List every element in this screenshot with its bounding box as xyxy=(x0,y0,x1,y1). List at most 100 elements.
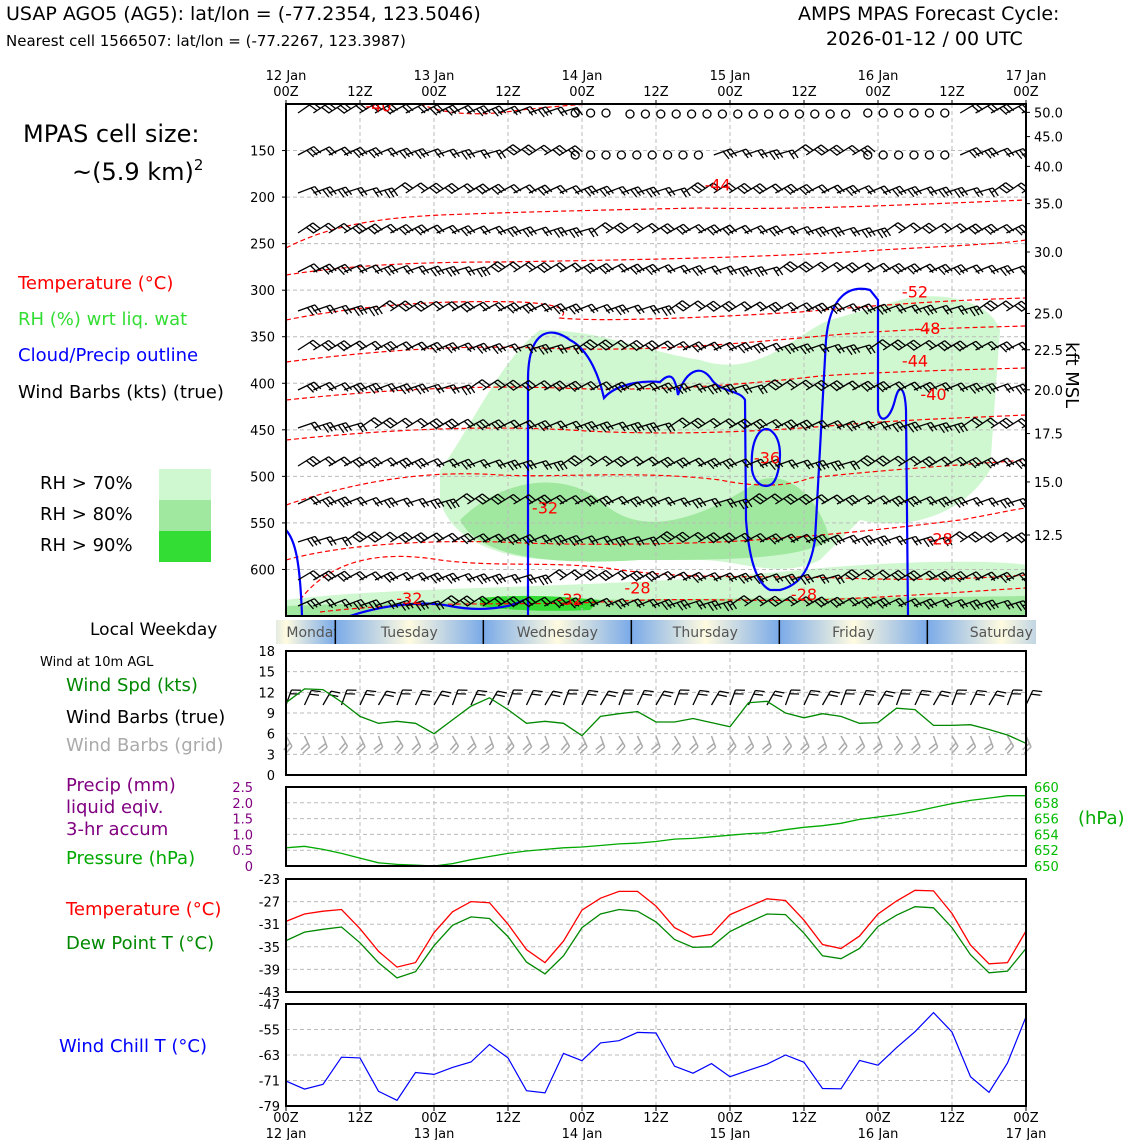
barb-feather xyxy=(664,384,672,393)
barb-staff xyxy=(559,380,576,391)
barb-staff xyxy=(882,421,901,429)
wind-barb xyxy=(544,690,563,706)
barb-staff xyxy=(759,183,776,194)
barb-staff xyxy=(805,494,822,505)
barb-feather xyxy=(805,493,814,502)
wind-barb xyxy=(574,185,599,197)
barb-feather xyxy=(460,151,468,160)
wind-barb xyxy=(528,184,553,196)
barb-feather xyxy=(401,419,410,427)
wind-barb xyxy=(544,144,568,157)
temperature-tick-label: -31 xyxy=(259,918,280,933)
barb-feather xyxy=(340,225,349,233)
barb-staff xyxy=(790,419,808,429)
barb-feather xyxy=(959,531,968,538)
height-tick-label: 20.0 xyxy=(1034,384,1063,399)
barb-feather xyxy=(729,745,737,754)
barb-feather xyxy=(722,386,730,395)
barb-staff xyxy=(836,344,855,351)
barb-feather xyxy=(653,536,661,546)
barb-staff xyxy=(359,456,376,467)
barb-feather xyxy=(756,226,765,235)
wind-barb xyxy=(913,381,938,394)
barb-feather xyxy=(353,307,360,317)
barb-feather xyxy=(928,339,937,348)
barb-feather xyxy=(636,222,645,230)
wind-barb xyxy=(913,339,937,351)
barb-feather xyxy=(663,533,672,541)
barb-feather xyxy=(452,342,460,351)
barb-feather xyxy=(726,149,734,159)
barb-feather xyxy=(789,693,800,695)
barb-feather xyxy=(953,344,961,352)
barb-feather xyxy=(915,304,922,313)
barb-feather xyxy=(556,536,565,545)
barb-staff xyxy=(882,262,900,273)
barb-feather xyxy=(951,745,959,754)
calm-wind-circle xyxy=(616,150,627,160)
barb-feather xyxy=(552,384,561,392)
wind-barb xyxy=(297,185,322,196)
barb-feather xyxy=(863,457,872,465)
barb-feather xyxy=(545,106,553,115)
barb-staff xyxy=(390,383,408,391)
barb-feather xyxy=(645,424,653,434)
calm-wind-circle xyxy=(585,108,596,118)
barb-feather xyxy=(583,498,592,507)
barb-staff xyxy=(852,455,868,467)
barb-staff xyxy=(559,494,576,505)
barb-staff xyxy=(944,422,963,429)
cloud-outline-left xyxy=(286,529,304,616)
barb-staff xyxy=(929,222,946,234)
wind-barb xyxy=(581,689,599,706)
wind-barb xyxy=(420,300,445,312)
barb-staff xyxy=(929,304,947,312)
barb-staff xyxy=(877,690,887,706)
barb-feather xyxy=(660,227,669,235)
barb-staff xyxy=(990,497,1009,505)
barb-staff xyxy=(651,456,669,467)
barb-feather xyxy=(444,422,453,430)
barb-staff xyxy=(528,460,547,467)
barb-feather xyxy=(706,461,715,470)
barb-feather xyxy=(741,343,749,352)
barb-staff xyxy=(605,222,622,234)
barb-feather xyxy=(521,148,530,156)
barb-staff xyxy=(682,223,700,234)
barb-staff xyxy=(1021,383,1026,391)
barb-staff xyxy=(574,380,592,391)
barb-feather xyxy=(618,187,626,196)
barb-feather xyxy=(817,146,826,154)
barb-feather xyxy=(837,534,845,543)
wind-barb xyxy=(913,186,938,197)
wind-barb xyxy=(775,493,799,505)
barb-feather xyxy=(771,597,780,605)
wind-barb xyxy=(633,735,644,754)
barb-staff xyxy=(405,497,424,505)
barb-feather xyxy=(983,742,993,751)
barb-feather xyxy=(420,417,429,426)
barb-staff xyxy=(618,735,626,747)
wind-barb xyxy=(713,300,737,313)
barb-feather xyxy=(645,574,653,583)
barb-staff xyxy=(497,183,515,194)
barb-staff xyxy=(528,144,545,156)
barb-staff xyxy=(1021,265,1026,273)
barb-feather xyxy=(466,742,475,751)
wind-barb xyxy=(932,690,951,706)
barb-feather xyxy=(444,187,453,195)
barb-staff xyxy=(898,421,916,429)
barb-feather xyxy=(341,265,349,274)
calm-wind-circle xyxy=(601,108,611,118)
barb-staff xyxy=(1006,457,1023,467)
barb-feather xyxy=(630,189,638,198)
barb-feather xyxy=(441,690,452,694)
barb-feather xyxy=(706,227,715,236)
barb-staff xyxy=(513,419,531,429)
barb-feather xyxy=(855,742,864,751)
barb-staff xyxy=(929,598,947,607)
wind-barb xyxy=(836,184,861,197)
barb-feather xyxy=(814,600,823,608)
barb-staff xyxy=(297,222,314,234)
barb-staff xyxy=(621,339,638,351)
